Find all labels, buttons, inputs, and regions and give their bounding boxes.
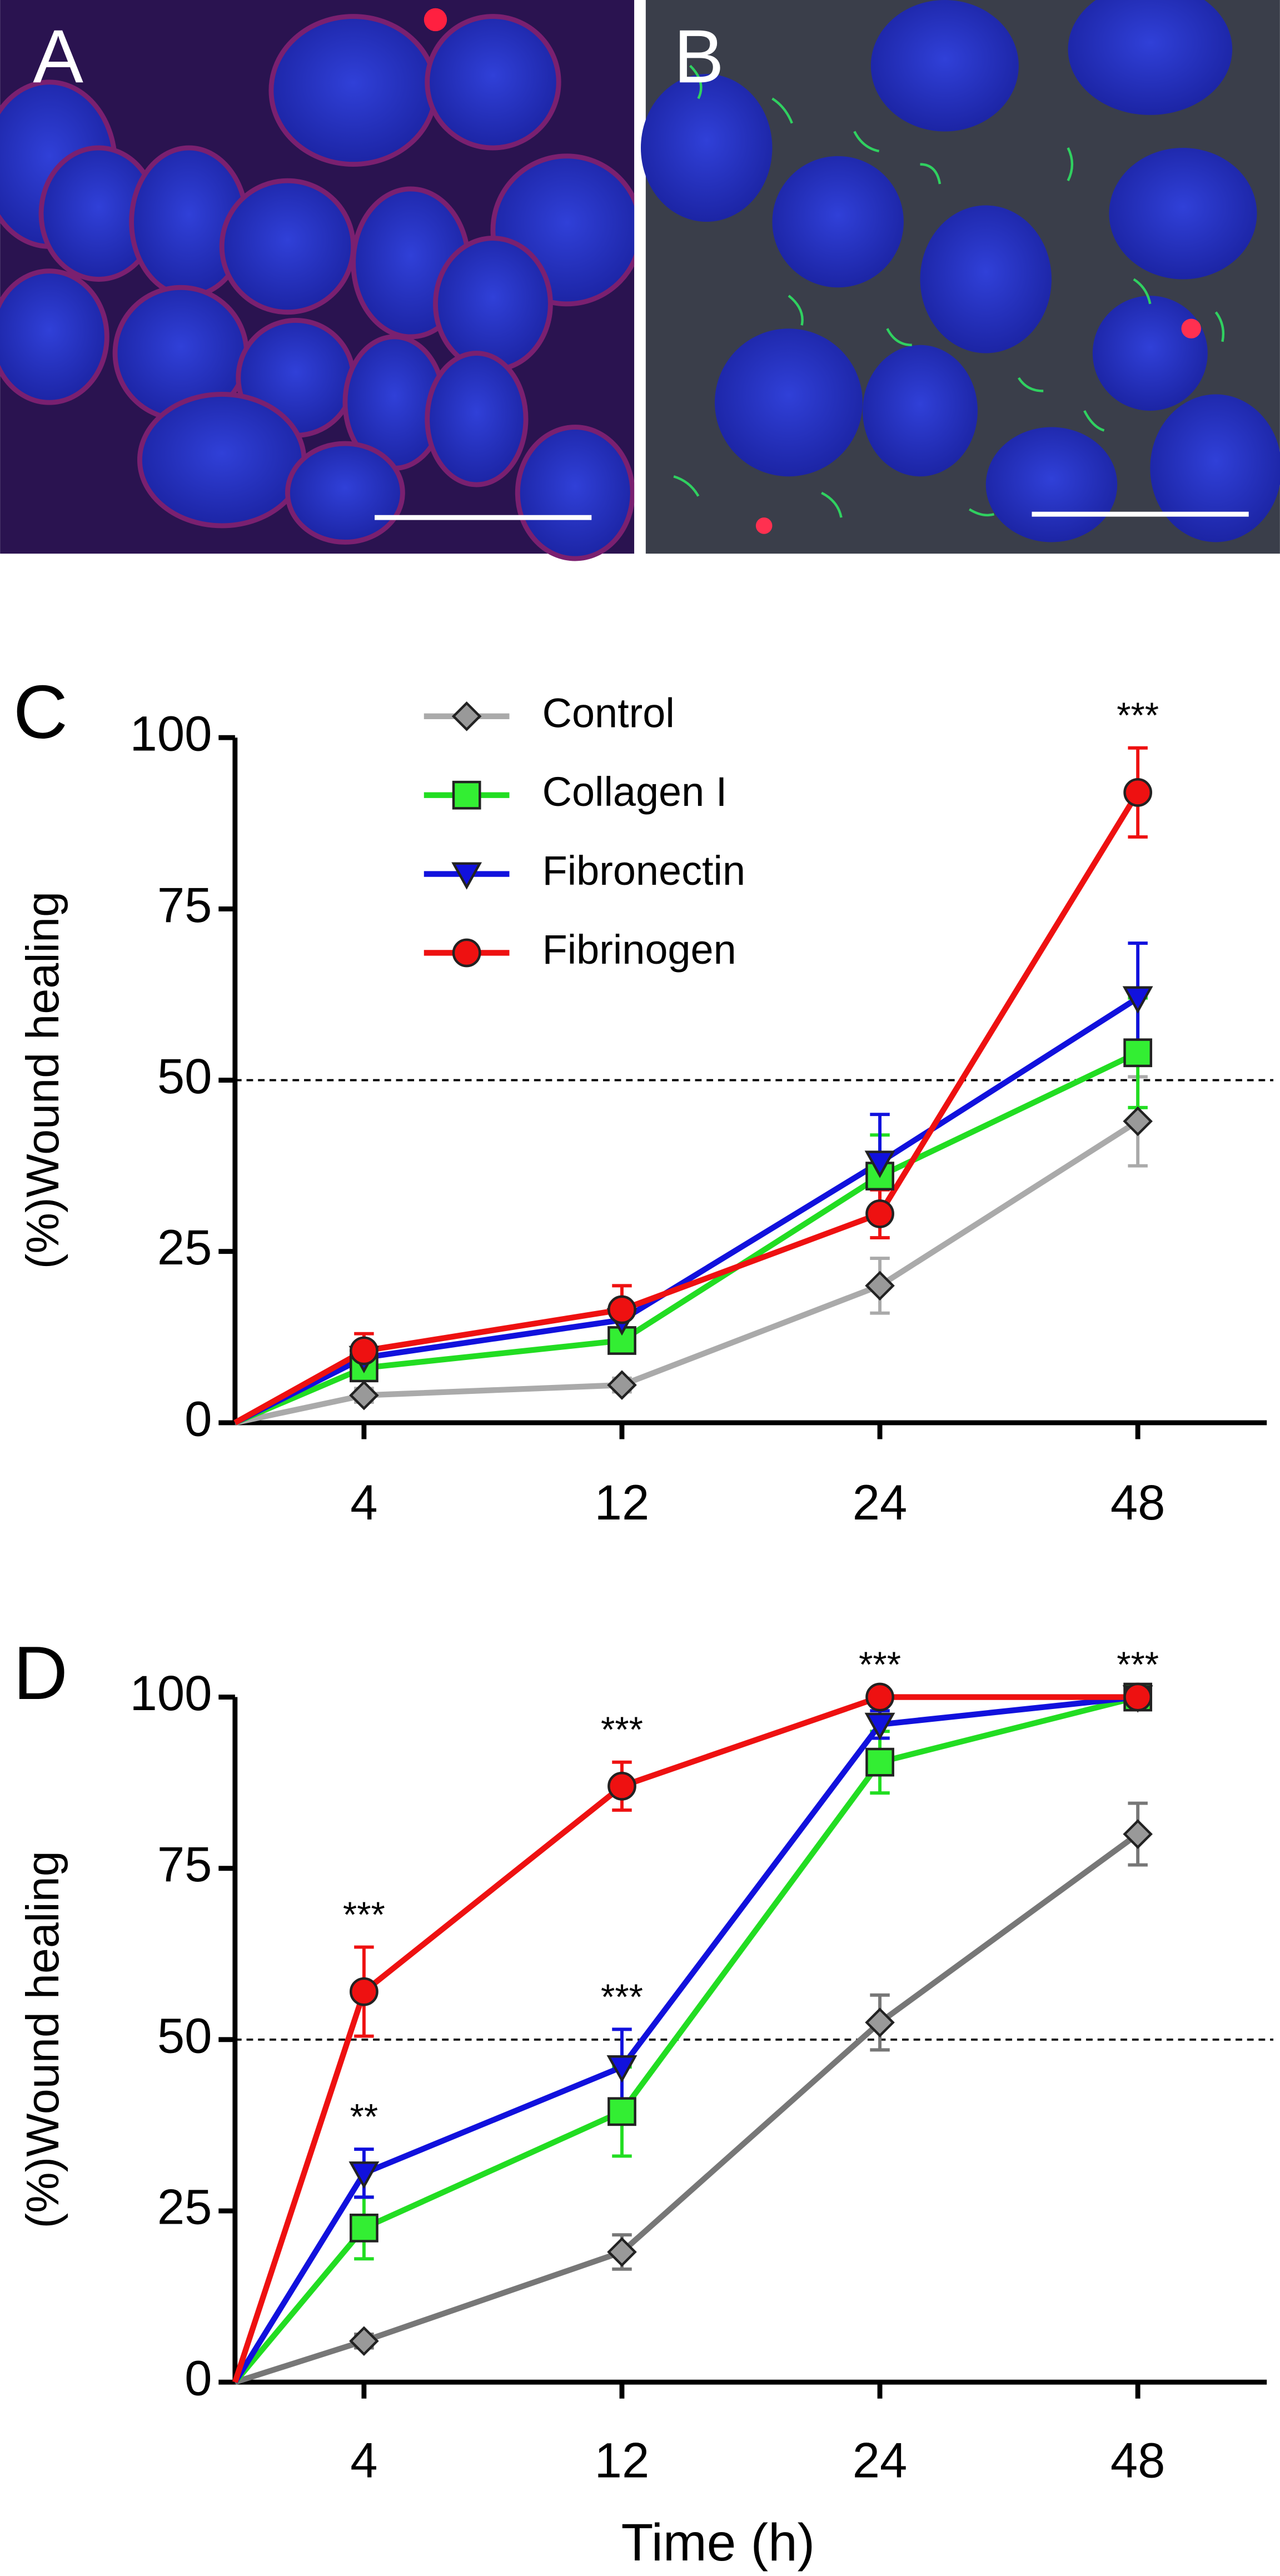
- annotation: ***: [343, 1894, 385, 1935]
- marker: [1123, 1038, 1153, 1068]
- marker: [452, 938, 481, 968]
- x-tick-label: 24: [853, 1475, 908, 1530]
- y-axis-label: (%)Wound healing: [17, 1851, 68, 2228]
- marker: [1123, 1819, 1153, 1849]
- y-tick-label: 75: [157, 878, 212, 933]
- legend-label: Fibrinogen: [542, 926, 736, 973]
- y-axis-label: (%)Wound healing: [17, 891, 68, 1269]
- y-tick-label: 25: [157, 2179, 212, 2234]
- annotation: ***: [859, 1645, 901, 1685]
- annotation: ***: [1117, 695, 1159, 736]
- marker: [452, 780, 481, 810]
- x-tick-label: 48: [1110, 2433, 1166, 2488]
- marker: [348, 2161, 380, 2189]
- marker: [349, 2326, 379, 2356]
- image-b: [640, 0, 1280, 554]
- marker: [865, 1747, 894, 1777]
- image-a: [0, 0, 644, 561]
- x-tick-label: 4: [350, 1475, 377, 1530]
- y-tick-label: 100: [130, 706, 212, 761]
- marker: [865, 1199, 894, 1228]
- marker: [864, 1712, 895, 1741]
- marker: [1122, 986, 1153, 1014]
- marker: [865, 1682, 894, 1712]
- x-tick-label: 12: [595, 1475, 650, 1530]
- marker: [1123, 778, 1153, 807]
- marker: [607, 1771, 636, 1801]
- annotation: ***: [601, 1976, 643, 2017]
- annotation: **: [350, 2096, 378, 2137]
- annotation: ***: [601, 1710, 643, 1750]
- y-tick-label: 75: [157, 1837, 212, 1892]
- panel-label: D: [13, 1631, 68, 1715]
- marker: [864, 1150, 895, 1178]
- y-tick-label: 50: [157, 1049, 212, 1104]
- x-tick-label: 24: [853, 2433, 908, 2488]
- x-tick-label: 4: [350, 2433, 377, 2488]
- legend-label: Collagen I: [542, 769, 728, 815]
- legend-label: Fibronectin: [542, 848, 745, 894]
- marker: [865, 1270, 895, 1301]
- panel-label: B: [674, 14, 724, 98]
- panel-label: A: [33, 14, 83, 98]
- marker: [607, 1370, 637, 1400]
- y-tick-label: 25: [157, 1220, 212, 1275]
- marker: [607, 2097, 636, 2126]
- marker: [606, 2055, 637, 2083]
- y-tick-label: 100: [130, 1666, 212, 1721]
- x-axis-label: Time (h): [621, 2513, 815, 2572]
- annotation: ***: [1117, 1645, 1159, 1685]
- marker: [349, 1380, 379, 1411]
- marker: [350, 2213, 378, 2243]
- panel-label: C: [13, 670, 68, 754]
- marker: [1123, 1106, 1153, 1137]
- y-tick-label: 50: [157, 2008, 212, 2063]
- y-tick-label: 0: [185, 1391, 212, 1446]
- y-tick-label: 0: [185, 2351, 212, 2406]
- marker: [1123, 1682, 1153, 1712]
- legend-label: Control: [542, 690, 675, 736]
- marker: [451, 862, 482, 890]
- marker: [607, 1295, 636, 1324]
- marker: [865, 2007, 895, 2037]
- marker: [350, 1336, 378, 1366]
- x-tick-label: 12: [595, 2433, 650, 2488]
- x-tick-label: 48: [1110, 1475, 1166, 1530]
- marker: [451, 701, 482, 731]
- marker: [607, 2237, 637, 2267]
- marker: [350, 1977, 378, 2006]
